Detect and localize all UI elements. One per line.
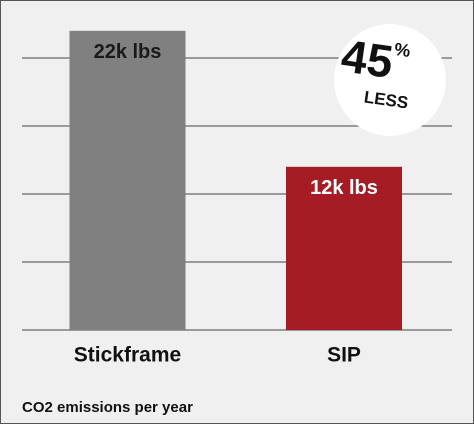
data-label: 22k lbs <box>94 41 162 63</box>
x-tick-label: Stickframe <box>74 344 181 367</box>
badge-unit: % <box>393 39 412 61</box>
badge <box>334 24 446 136</box>
x-tick-label: SIP <box>327 344 361 367</box>
caption: CO2 emissions per year <box>22 399 193 416</box>
data-label: 12k lbs <box>310 177 378 199</box>
badge-number: 45 <box>338 29 396 88</box>
bars: 22k lbs Stickframe 12k lbs SIP <box>69 30 402 367</box>
bar <box>286 166 402 330</box>
bar <box>69 30 186 331</box>
